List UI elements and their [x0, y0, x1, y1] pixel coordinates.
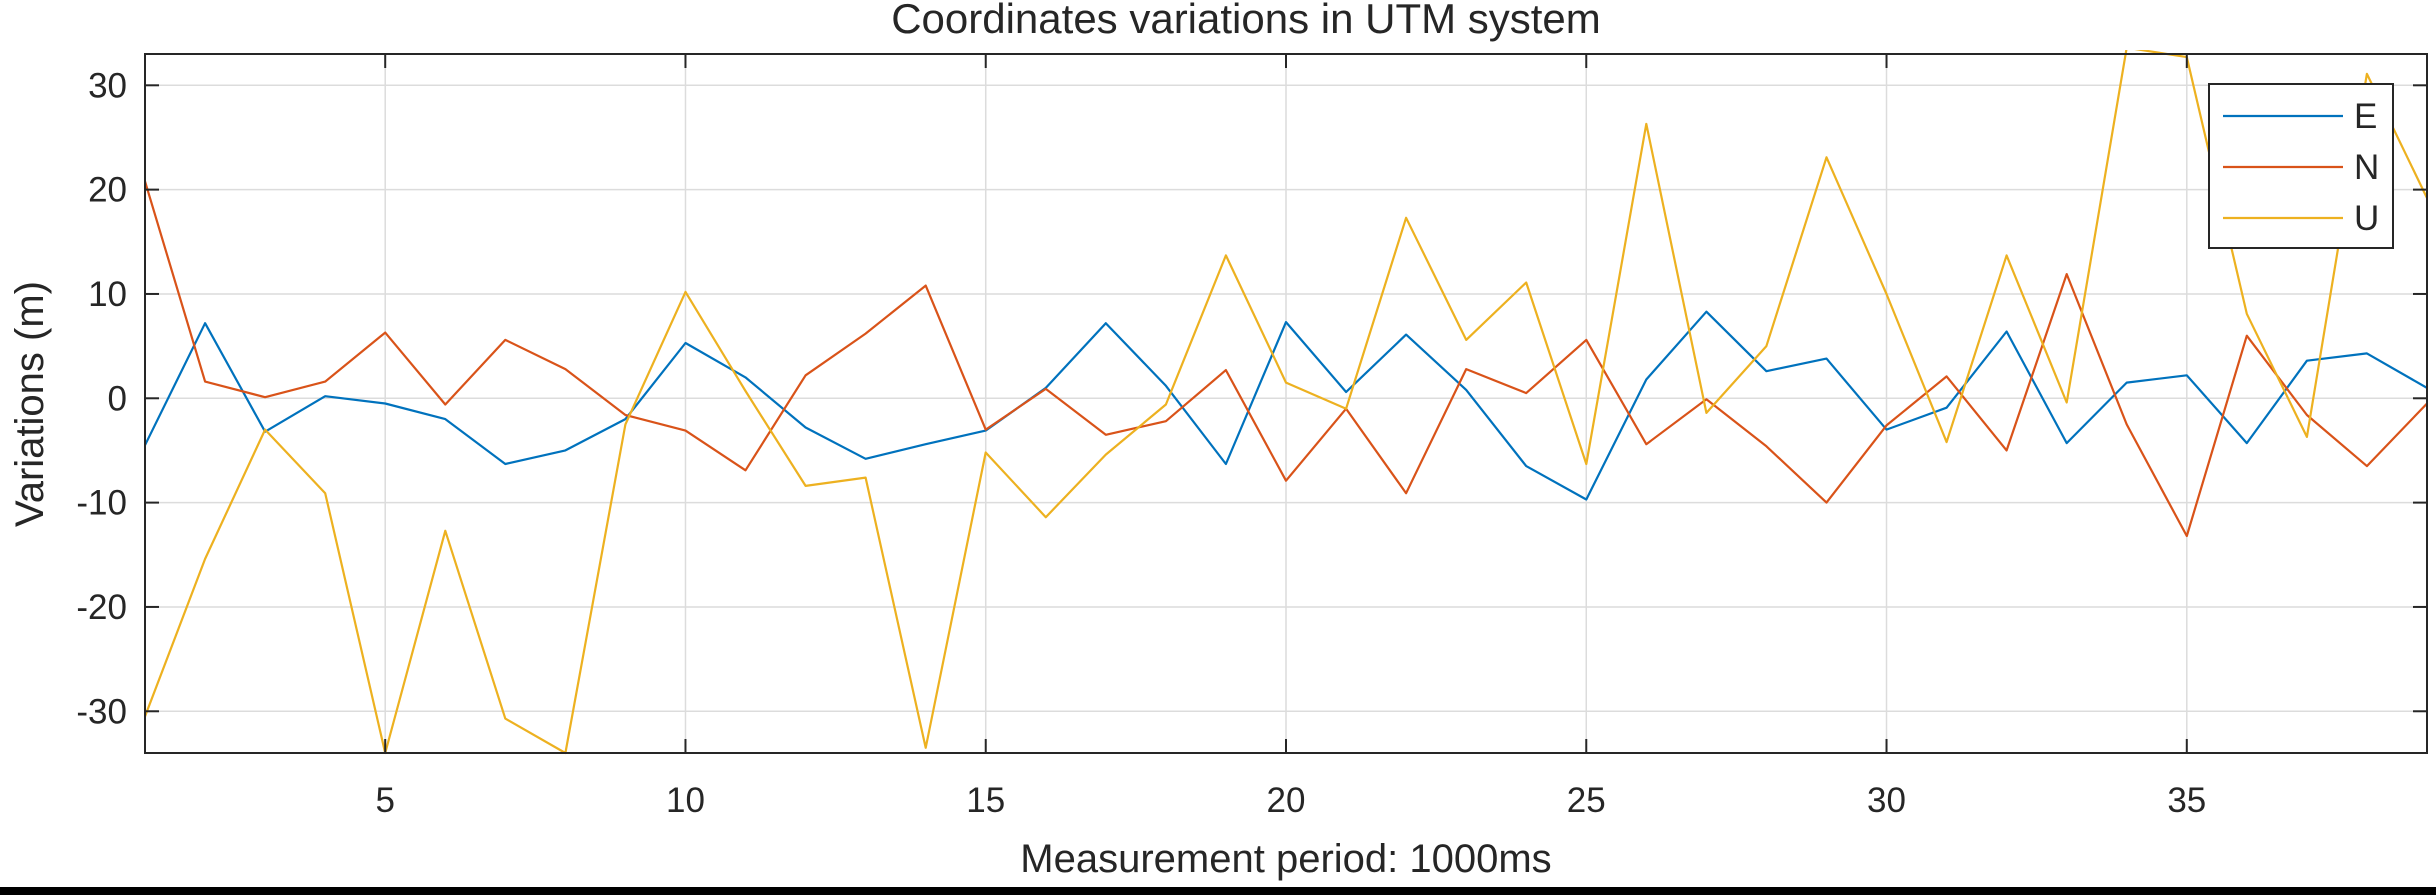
series-layer [145, 50, 2427, 755]
x-tick-label: 15 [966, 781, 1005, 820]
x-tick-label: 5 [375, 781, 394, 820]
tick-marks [145, 54, 2427, 753]
x-tick-label: 25 [1567, 781, 1606, 820]
x-tick-label: 30 [1867, 781, 1906, 820]
window-bottom-edge [0, 887, 2436, 895]
y-tick-label: -30 [76, 692, 127, 731]
grid-lines [145, 54, 2427, 753]
series-line-N [145, 180, 2427, 538]
chart-title: Coordinates variations in UTM system [891, 0, 1601, 42]
x-axis-label: Measurement period: 1000ms [1020, 837, 1551, 881]
legend-label-E: E [2354, 97, 2377, 136]
x-tick-label: 20 [1267, 781, 1306, 820]
legend-label-N: N [2354, 148, 2379, 187]
legend-label-U: U [2354, 199, 2379, 238]
tick-labels: 5 10 15 20 25 30 35 -30 -20 -10 0 10 20 30 [76, 66, 2206, 820]
x-tick-label: 10 [666, 781, 705, 820]
y-tick-label: 30 [88, 66, 127, 105]
series-line-E [145, 310, 2427, 501]
y-axis-label: Variations (m) [8, 281, 52, 527]
y-tick-label: -10 [76, 484, 127, 523]
y-tick-label: -20 [76, 588, 127, 627]
legend: ENU [2208, 83, 2394, 249]
y-tick-label: 0 [108, 379, 127, 418]
y-tick-label: 20 [88, 171, 127, 210]
series-line-U [145, 50, 2427, 755]
x-tick-label: 35 [2167, 781, 2206, 820]
y-tick-label: 10 [88, 275, 127, 314]
